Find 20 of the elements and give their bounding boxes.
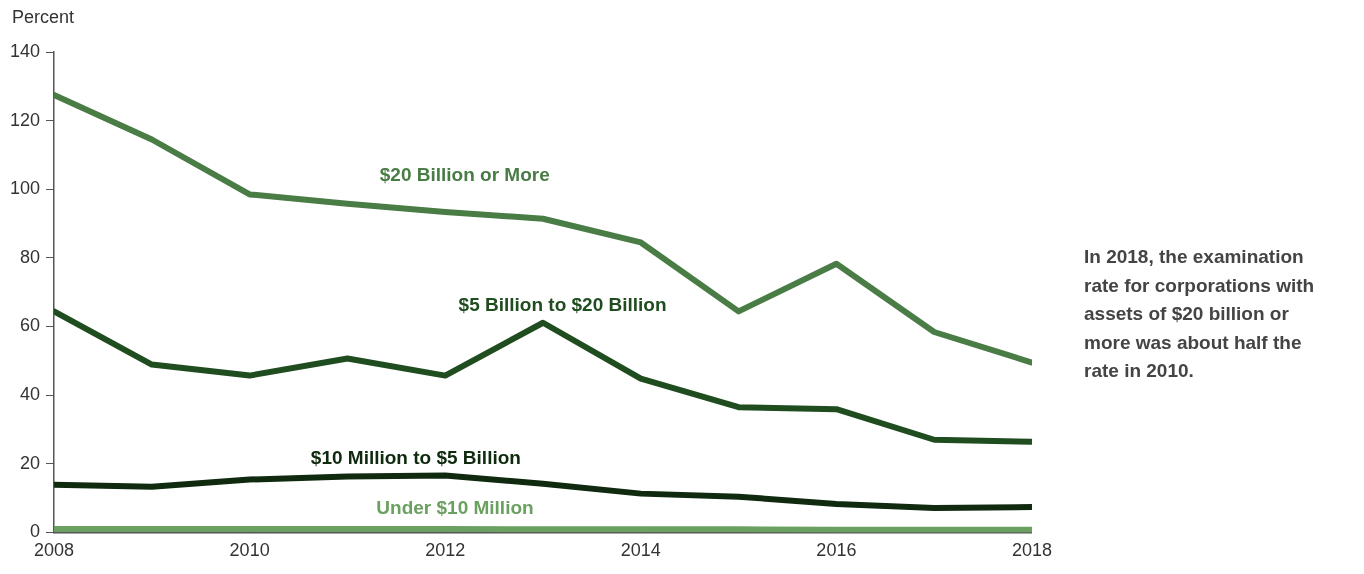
x-tick-label: 2018 — [1011, 540, 1052, 561]
x-tick-label: 2016 — [816, 540, 857, 561]
y-tick-label: 0 — [30, 521, 41, 542]
y-tick-label: 60 — [20, 315, 41, 336]
y-tick-label: 140 — [9, 40, 41, 61]
x-tick-label: 2008 — [34, 540, 75, 561]
series-label: Under $10 Million — [376, 496, 534, 518]
y-axis-title: Percent — [12, 6, 75, 27]
y-tick-label: 80 — [20, 246, 41, 267]
text: In 2018, the examination rate for corporations with assets of $20 billion or more was about half the rate in 2010. — [1084, 245, 1316, 383]
series-label: $10 Million to $5 Billion — [310, 446, 521, 468]
series-label: $20 Billion or More — [379, 163, 550, 185]
y-tick-label: 100 — [9, 178, 41, 199]
x-tick-label: 2014 — [620, 540, 661, 561]
y-tick-label: 20 — [20, 452, 41, 473]
x-tick-label: 2012 — [425, 540, 466, 561]
series-label: $5 Billion to $20 Billion — [458, 294, 667, 316]
y-tick-label: 120 — [9, 109, 41, 130]
y-tick-label: 40 — [20, 384, 41, 405]
x-tick-label: 2010 — [229, 540, 270, 561]
